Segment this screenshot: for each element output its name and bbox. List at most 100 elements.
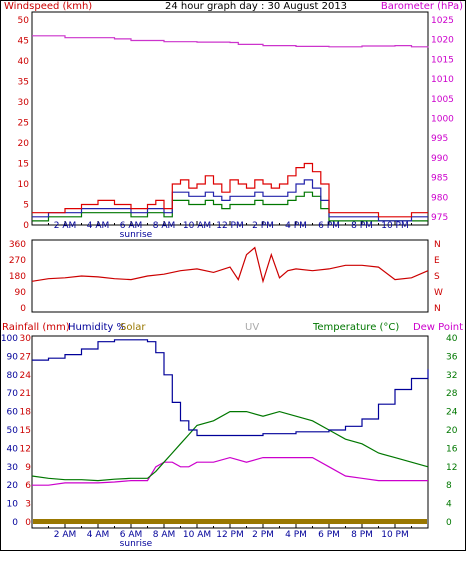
compass-tick-label: E [434, 256, 440, 266]
climate-x-tick-label: 4 AM [87, 530, 110, 540]
compass-tick-label: N [434, 304, 441, 314]
barometer-tick-label: 990 [431, 154, 448, 164]
direction-tick-label: 360 [9, 240, 26, 250]
climate-x-tick-label: 2 PM [252, 530, 274, 540]
direction-tick-label: 270 [9, 256, 26, 266]
climate-x-tick-label: 6 AM [120, 530, 143, 540]
temperature-tick-label: 28 [446, 389, 458, 399]
direction-tick-label: 0 [20, 304, 26, 314]
wind-x-tick-label: 12 PM [216, 221, 244, 231]
rain-tick-label: 0 [25, 518, 31, 528]
temperature-tick-label: 32 [446, 371, 457, 381]
temperature-axis-title: Temperature (°C) [312, 322, 399, 333]
wind-tick-label: 5 [23, 201, 29, 211]
temperature-tick-label: 24 [446, 408, 458, 418]
direction-tick-label: 180 [9, 272, 26, 282]
rain-tick-label: 21 [20, 389, 31, 399]
rain-tick-label: 15 [20, 426, 31, 436]
humidity-tick-label: 70 [7, 389, 19, 399]
wind-tick-label: 45 [18, 37, 29, 47]
wind-x-tick-label: 4 PM [285, 221, 307, 231]
barometer-tick-label: 1000 [431, 115, 454, 125]
wind-x-tick-label: 2 AM [54, 221, 77, 231]
wind-x-tick-label: 8 AM [153, 221, 176, 231]
humidity-tick-label: 80 [7, 371, 19, 381]
direction-tick-label: 90 [15, 288, 27, 298]
barometer-tick-label: 1015 [431, 55, 454, 65]
wind-tick-label: 15 [18, 160, 29, 170]
solar-bar [33, 519, 427, 524]
climate-x-tick-label: 12 PM [216, 530, 244, 540]
barometer-line [32, 35, 429, 48]
wind-axis-title: Windspeed (kmh) [4, 1, 92, 12]
temperature-tick-label: 4 [446, 500, 452, 510]
compass-tick-label: W [434, 288, 443, 298]
climate-x-tick-label: 2 AM [54, 530, 77, 540]
compass-tick-label: N [434, 240, 441, 250]
wind-x-tick-label: 4 AM [87, 221, 110, 231]
humidity-tick-label: 20 [7, 481, 19, 491]
temperature-line [31, 410, 429, 482]
wind-sunrise-label: sunrise [120, 230, 153, 240]
solar-axis-title: Solar [120, 322, 146, 333]
humidity-tick-label: 60 [7, 408, 19, 418]
temperature-tick-label: 40 [446, 334, 458, 344]
climate-x-tick-label: 10 PM [381, 530, 409, 540]
dewpoint-line [32, 456, 428, 486]
wind-tick-label: 25 [18, 119, 29, 129]
temperature-tick-label: 20 [446, 426, 458, 436]
humidity-tick-label: 30 [7, 463, 19, 473]
humidity-tick-label: 0 [12, 518, 18, 528]
outer-frame [0, 0, 466, 551]
wind-x-tick-label: 6 PM [318, 221, 340, 231]
rain-tick-label: 18 [20, 408, 32, 418]
rain-tick-label: 27 [20, 352, 31, 362]
humidity-line [32, 339, 429, 437]
barometer-tick-label: 980 [431, 193, 448, 203]
rain-tick-label: 24 [20, 371, 32, 381]
wind-x-tick-label: 10 AM [183, 221, 211, 231]
barometer-tick-label: 1010 [431, 75, 454, 85]
barometer-tick-label: 1005 [431, 95, 454, 105]
humidity-tick-label: 40 [7, 444, 19, 454]
humidity-tick-label: 50 [7, 426, 19, 436]
chart-title: 24 hour graph day : 30 August 2013 [165, 1, 347, 12]
rain-tick-label: 30 [20, 334, 32, 344]
temperature-tick-label: 36 [446, 352, 458, 362]
rain-tick-label: 6 [25, 481, 31, 491]
humidity-tick-label: 90 [7, 352, 19, 362]
barometer-axis-title: Barometer (hPa) [381, 1, 463, 12]
barometer-tick-label: 975 [431, 213, 448, 223]
humidity-axis-title: Humidity % [68, 322, 126, 333]
wind-gust-line [32, 179, 428, 222]
rain-tick-label: 12 [20, 444, 31, 454]
compass-tick-label: S [434, 272, 440, 282]
climate-x-tick-label: 6 PM [318, 530, 340, 540]
wind-tick-label: 30 [18, 98, 30, 108]
wind-x-tick-label: 8 PM [351, 221, 373, 231]
windspeed-line [32, 162, 428, 218]
temperature-tick-label: 0 [446, 518, 452, 528]
wind-tick-label: 40 [18, 57, 30, 67]
rain-tick-label: 9 [25, 463, 31, 473]
temperature-tick-label: 16 [446, 444, 458, 454]
wind-x-tick-label: 2 PM [252, 221, 274, 231]
wind-tick-label: 10 [18, 180, 30, 190]
rain-tick-label: 3 [25, 500, 31, 510]
climate-x-tick-label: 8 PM [351, 530, 373, 540]
chart-marks: 0510152025303540455097598098599099510001… [1, 16, 458, 549]
direction-panel-frame [31, 239, 429, 313]
wind-tick-label: 35 [18, 78, 29, 88]
humidity-tick-label: 100 [1, 334, 18, 344]
barometer-tick-label: 985 [431, 174, 448, 184]
climate-x-tick-label: 10 AM [183, 530, 211, 540]
climate-sunrise-label: sunrise [120, 539, 153, 549]
barometer-tick-label: 1020 [431, 36, 454, 46]
rain-axis-title: Rainfall (mm) [2, 322, 70, 333]
barometer-tick-label: 1025 [431, 16, 454, 26]
uv-axis-title: UV [245, 322, 259, 333]
barometer-tick-label: 995 [431, 134, 448, 144]
wind-tick-label: 50 [18, 16, 30, 26]
climate-x-tick-label: 8 AM [153, 530, 176, 540]
